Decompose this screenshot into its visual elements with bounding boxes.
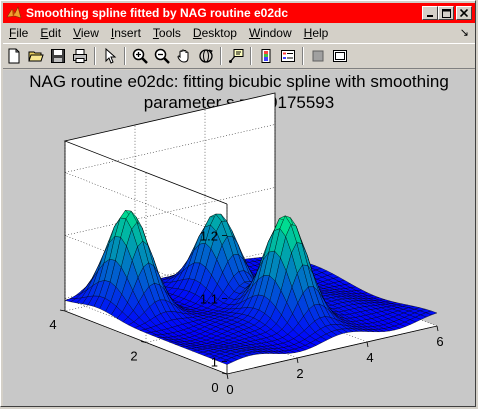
zoom-in-button[interactable] — [129, 45, 151, 67]
tick-mark — [59, 309, 66, 312]
hide-plot-tools-button[interactable] — [307, 45, 329, 67]
maximize-icon — [441, 8, 451, 18]
menu-view-mnemonic: V — [73, 26, 81, 40]
tick-mark — [221, 372, 228, 375]
y-tick-label: 4 — [49, 317, 56, 332]
data-cursor-icon — [229, 49, 244, 63]
tick-mark — [296, 357, 299, 364]
close-icon — [460, 9, 468, 17]
zoom-in-icon — [132, 48, 148, 64]
menu-insert-label: nsert — [114, 26, 141, 40]
z-tick-label: 1.1 — [200, 291, 218, 306]
save-icon — [51, 49, 65, 63]
menu-tools-label: ools — [158, 26, 181, 40]
toolbar-separator — [250, 47, 252, 65]
pan-hand-icon — [177, 49, 189, 63]
menu-dock-arrow[interactable]: ↘ — [459, 27, 469, 39]
z-gridline — [64, 124, 276, 236]
menu-file[interactable]: File — [3, 26, 34, 40]
menu-window-label: indow — [260, 26, 292, 40]
minimize-button[interactable] — [422, 6, 438, 20]
new-file-icon — [8, 48, 20, 64]
menu-file-label: ile — [16, 26, 29, 40]
data-cursor-button[interactable] — [225, 45, 247, 67]
menu-window-mnemonic: W — [248, 26, 261, 40]
x-tick-label: 2 — [296, 366, 303, 381]
zoom-out-button[interactable] — [151, 45, 173, 67]
menu-bar: File Edit View Insert Tools Desktop Wind… — [3, 24, 475, 42]
surface-patch — [425, 310, 438, 316]
maximize-button[interactable] — [438, 6, 454, 20]
toolbar-separator — [124, 47, 126, 65]
title-bar[interactable]: Smoothing spline fitted by NAG routine e… — [3, 3, 475, 23]
menu-desktop-mnemonic: D — [192, 26, 202, 40]
new-figure-button[interactable] — [3, 45, 25, 67]
plot-title-line-1: NAG routine e02dc: fitting bicubic splin… — [29, 72, 449, 91]
matlab-logo-icon — [6, 6, 22, 19]
menu-view[interactable]: View — [67, 26, 105, 40]
minimize-icon — [427, 15, 433, 17]
menu-tools[interactable]: Tools — [147, 26, 187, 40]
zoom-out-icon — [154, 48, 170, 64]
menu-desktop[interactable]: Desktop — [187, 26, 243, 40]
figure-toolbar — [3, 43, 475, 69]
menu-insert-mnemonic: I — [110, 26, 115, 40]
surface-plot[interactable]: 0 2 4 6 0 2 4 1 1.1 1.2 — [3, 70, 475, 406]
z-tick-label: 1 — [211, 354, 218, 369]
y-tick-label: 0 — [211, 380, 218, 395]
legend-icon — [281, 50, 295, 62]
show-tools-icon — [333, 50, 347, 62]
tick-mark — [436, 325, 439, 332]
z-tick-label: 1.2 — [200, 228, 218, 243]
menu-tools-mnemonic: T — [152, 26, 159, 40]
menu-window[interactable]: Window — [243, 26, 298, 40]
print-icon — [73, 49, 87, 63]
toolbar-separator — [220, 47, 222, 65]
menu-view-label: iew — [80, 26, 99, 40]
rotate-3d-icon — [199, 49, 213, 63]
tick-mark — [140, 341, 147, 343]
edit-plot-button[interactable] — [99, 45, 121, 67]
menu-help-mnemonic: H — [303, 26, 313, 40]
save-button[interactable] — [47, 45, 69, 67]
open-folder-icon — [28, 51, 44, 62]
menu-file-mnemonic: F — [9, 26, 17, 40]
menu-edit[interactable]: Edit — [34, 26, 67, 40]
insert-legend-button[interactable] — [277, 45, 299, 67]
menu-desktop-label: esktop — [201, 26, 237, 40]
tick-mark — [226, 373, 229, 380]
open-file-button[interactable] — [25, 45, 47, 67]
toolbar-separator — [302, 47, 304, 65]
tick-mark — [366, 341, 369, 348]
menu-help-label: elp — [312, 26, 329, 40]
menu-help[interactable]: Help — [298, 26, 335, 40]
menu-insert[interactable]: Insert — [105, 26, 147, 40]
show-plot-tools-button[interactable] — [329, 45, 351, 67]
pan-button[interactable] — [173, 45, 195, 67]
plot-canvas[interactable]: NAG routine e02dc: fitting bicubic splin… — [3, 70, 475, 406]
rotate-3d-button[interactable] — [195, 45, 217, 67]
x-tick-label: 4 — [366, 350, 373, 365]
toolbar-separator — [94, 47, 96, 65]
x-tick-label: 0 — [226, 382, 233, 397]
print-button[interactable] — [69, 45, 91, 67]
menu-edit-mnemonic: E — [40, 26, 49, 40]
close-button[interactable] — [456, 6, 472, 20]
x-tick-label: 6 — [436, 334, 443, 349]
hide-tools-icon — [312, 50, 324, 62]
menu-edit-label: dit — [48, 26, 62, 40]
edit-arrow-icon — [105, 48, 117, 64]
insert-colorbar-button[interactable] — [255, 45, 277, 67]
window-title: Smoothing spline fitted by NAG routine e… — [26, 6, 289, 20]
colorbar-icon — [261, 49, 271, 63]
y-tick-label: 2 — [130, 349, 137, 364]
axes-box-top — [63, 92, 276, 263]
